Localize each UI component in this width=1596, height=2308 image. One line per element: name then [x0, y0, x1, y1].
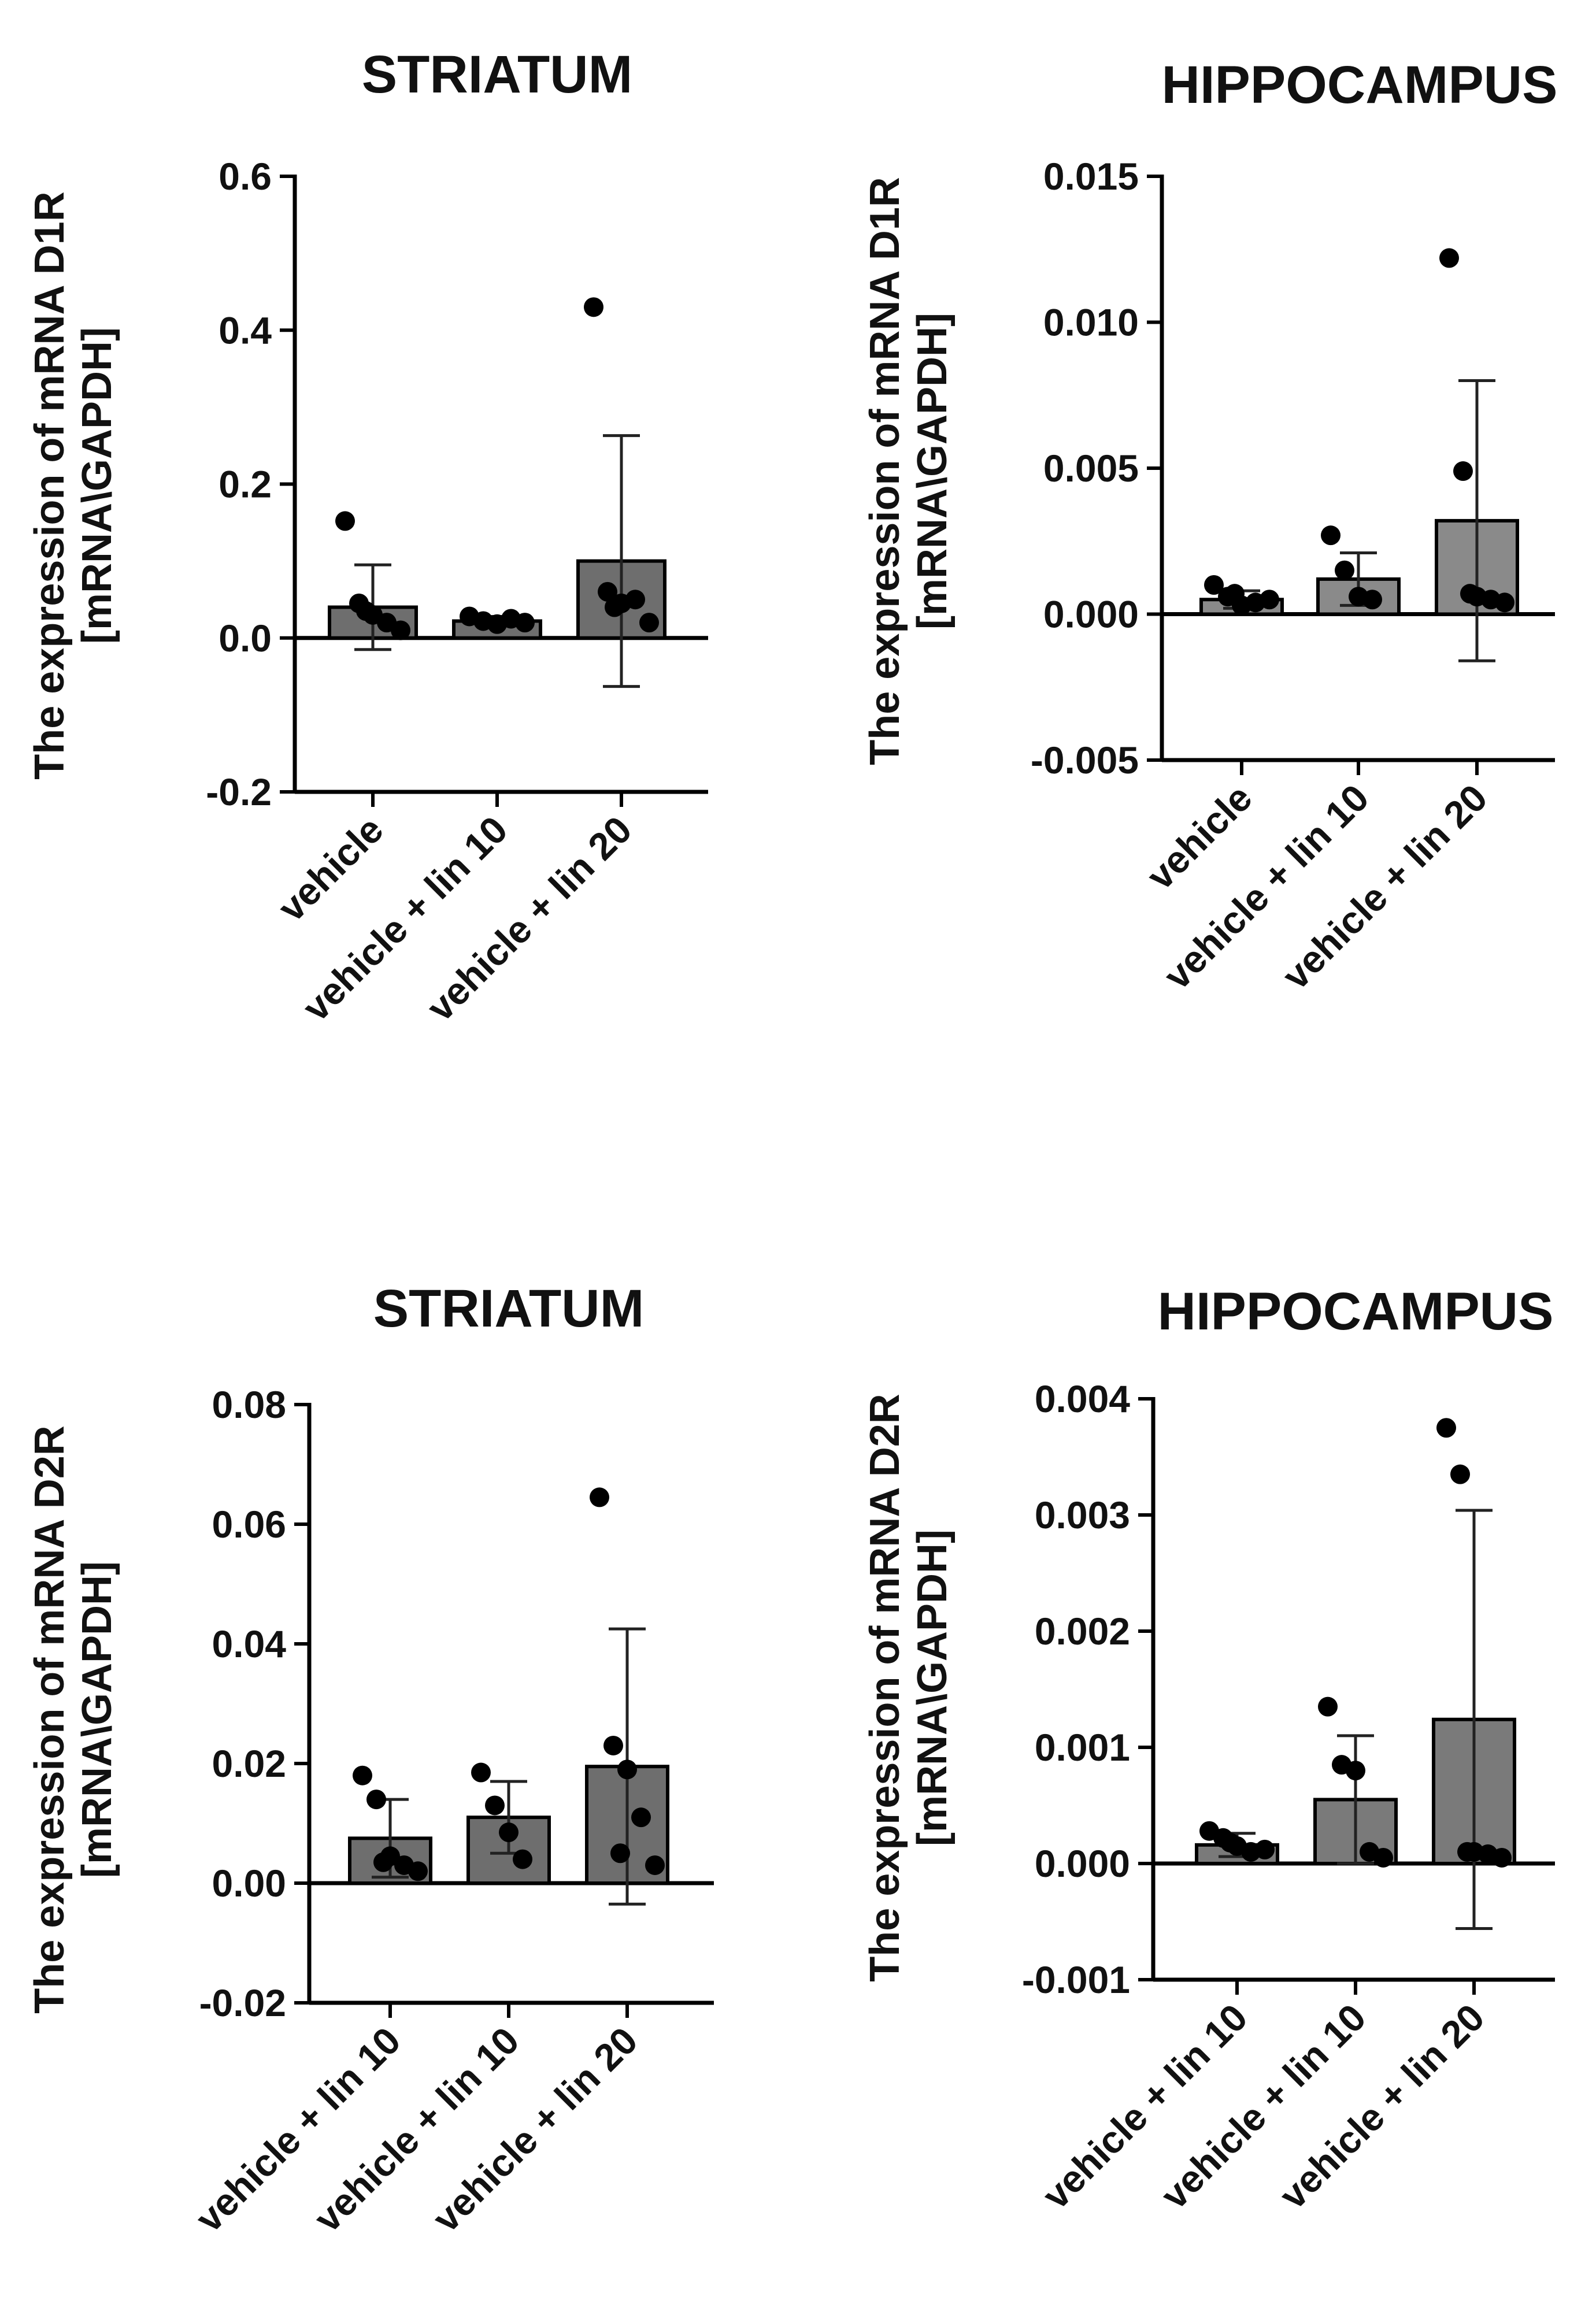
x-category-label: vehicle + lin 10: [1034, 1996, 1256, 2217]
data-point: [1318, 1696, 1338, 1717]
y-axis-label-line: The expression of mRNA D1R: [27, 191, 73, 780]
data-point: [366, 1790, 386, 1810]
data-point: [617, 1759, 637, 1780]
y-tick-label: 0.002: [1035, 1610, 1130, 1653]
y-tick-label: 0.08: [212, 1383, 286, 1426]
data-point: [1346, 1761, 1365, 1781]
data-point: [353, 1765, 372, 1785]
y-tick-label: 0.00: [212, 1862, 286, 1905]
y-tick-label: 0.0: [219, 617, 272, 660]
data-point: [408, 1861, 428, 1881]
chart-panel-1: STRIATUM The expression of mRNA D1R[mRNA\…: [27, 45, 708, 1029]
data-point: [1450, 1464, 1470, 1484]
data-point: [1373, 1847, 1393, 1868]
chart-panel-3: STRIATUM The expression of mRNA D2R[mRNA\…: [27, 1279, 714, 2240]
data-point: [1225, 584, 1245, 604]
data-point: [1495, 592, 1514, 613]
x-category-label: vehicle + lin 20: [1274, 776, 1495, 998]
data-point: [485, 1795, 505, 1816]
data-point: [471, 1762, 491, 1783]
y-tick-label: 0.000: [1035, 1842, 1130, 1885]
y-axis-label-line: The expression of mRNA D2R: [862, 1394, 908, 1982]
y-tick-label: 0.2: [219, 463, 272, 506]
data-point: [1260, 590, 1279, 610]
data-point: [584, 297, 603, 317]
y-tick-label: 0.003: [1035, 1494, 1130, 1536]
data-point: [590, 1487, 609, 1507]
data-point: [1362, 590, 1382, 610]
x-category-label: vehicle: [269, 808, 391, 930]
y-tick-label: -0.02: [199, 1981, 286, 2024]
x-category-label: vehicle + lin 20: [424, 2019, 646, 2240]
x-category-label: vehicle + lin 10: [1156, 776, 1377, 998]
data-point: [625, 590, 645, 610]
y-tick-label: 0.02: [212, 1742, 286, 1785]
y-tick-label: 0.4: [219, 309, 272, 351]
chart-title: HIPPOCAMPUS: [1158, 1282, 1554, 1341]
y-axis-label-line: The expression of mRNA D2R: [27, 1425, 73, 2014]
data-point: [513, 1849, 532, 1869]
data-point: [356, 601, 376, 621]
y-tick-label: -0.001: [1022, 1958, 1130, 2001]
data-point: [1204, 575, 1224, 595]
data-point: [1457, 1842, 1477, 1862]
data-point: [335, 511, 355, 531]
chart-title: HIPPOCAMPUS: [1162, 55, 1558, 114]
y-tick-label: -0.005: [1031, 739, 1139, 781]
x-category-label: vehicle + lin 10: [1153, 1996, 1374, 2217]
x-category-label: vehicle + lin 10: [306, 2019, 527, 2240]
data-point: [1436, 1418, 1456, 1438]
chart-title: STRIATUM: [373, 1279, 644, 1338]
data-point: [1492, 1847, 1512, 1868]
y-axis-label: The expression of mRNA D2R[mRNA\GAPDH]: [27, 1425, 120, 2014]
data-point: [1321, 525, 1341, 546]
data-point: [1255, 1839, 1275, 1859]
data-point: [1220, 1832, 1240, 1853]
y-tick-label: 0.004: [1035, 1377, 1130, 1420]
y-axis-label: The expression of mRNA D2R[mRNA\GAPDH]: [862, 1394, 956, 1982]
chart-title: STRIATUM: [362, 45, 632, 104]
y-tick-label: -0.2: [206, 770, 272, 813]
data-point: [391, 620, 410, 640]
y-tick-label: 0.010: [1043, 301, 1139, 344]
x-category-label: vehicle + lin 20: [1271, 1996, 1493, 2217]
data-point: [631, 1807, 651, 1828]
y-axis-label-line: [mRNA\GAPDH]: [74, 1561, 120, 1878]
y-axis-label-line: [mRNA\GAPDH]: [909, 313, 956, 629]
y-axis-label: The expression of mRNA D1R[mRNA\GAPDH]: [27, 191, 120, 780]
data-point: [1453, 461, 1473, 481]
data-point: [605, 597, 624, 617]
y-tick-label: 0.015: [1043, 155, 1139, 198]
data-point: [373, 1852, 393, 1872]
data-point: [1335, 560, 1354, 580]
x-category-label: vehicle: [1138, 776, 1260, 898]
data-point: [1439, 248, 1459, 268]
y-tick-label: 0.001: [1035, 1726, 1130, 1769]
data-point: [645, 1855, 665, 1875]
y-tick-label: 0.06: [212, 1503, 286, 1546]
y-axis-label: The expression of mRNA D1R[mRNA\GAPDH]: [862, 177, 956, 765]
data-point: [499, 1822, 519, 1843]
chart-panel-4: HIPPOCAMPUS The expression of mRNA D2R[mR…: [862, 1282, 1555, 2217]
y-tick-label: 0.000: [1043, 593, 1139, 636]
data-point: [515, 613, 535, 633]
y-tick-label: 0.04: [212, 1622, 287, 1665]
y-tick-label: 0.6: [219, 155, 272, 198]
y-tick-label: 0.005: [1043, 447, 1139, 490]
y-axis-label-line: [mRNA\GAPDH]: [74, 327, 120, 644]
data-point: [603, 1735, 623, 1755]
y-axis-label-line: The expression of mRNA D1R: [862, 177, 908, 765]
data-point: [639, 613, 659, 633]
y-axis-label-line: [mRNA\GAPDH]: [909, 1529, 956, 1846]
x-category-label: vehicle + lin 10: [187, 2019, 409, 2240]
data-point: [598, 581, 617, 602]
data-point: [610, 1843, 630, 1864]
data-point: [1460, 584, 1480, 604]
chart-panel-2: HIPPOCAMPUS The expression of mRNA D1R[mR…: [862, 55, 1557, 998]
